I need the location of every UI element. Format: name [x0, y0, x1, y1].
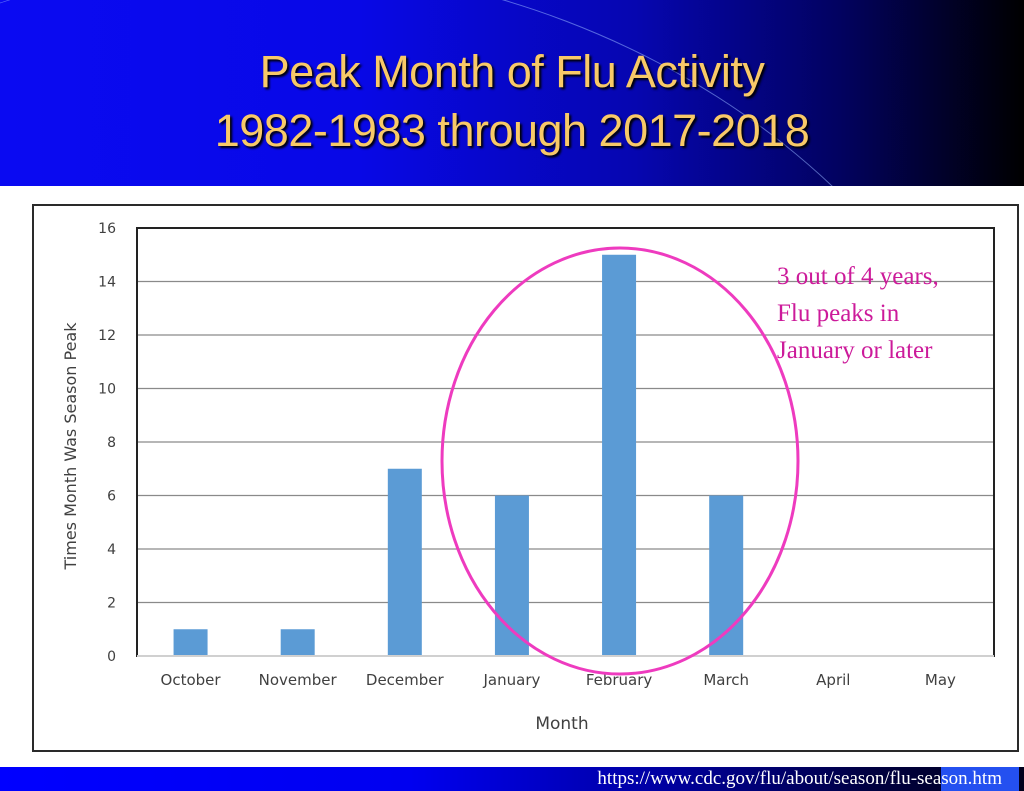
- y-tick-label: 4: [107, 542, 116, 558]
- annotation-line: Flu peaks in: [777, 300, 900, 327]
- x-tick-label: October: [161, 671, 222, 689]
- y-tick-label: 0: [107, 649, 116, 665]
- annotation-line: January or later: [777, 337, 933, 364]
- bar-november: [280, 629, 315, 656]
- x-tick-label: May: [925, 671, 956, 689]
- y-tick-label: 12: [98, 328, 116, 344]
- y-tick-label: 16: [98, 221, 116, 237]
- x-tick-label: April: [816, 671, 850, 689]
- slide-header: Peak Month of Flu Activity 1982-1983 thr…: [0, 0, 1024, 186]
- x-axis-labels: October November December January February Ma…: [161, 671, 957, 689]
- y-axis-title: Times Month Was Season Peak: [61, 322, 80, 571]
- slide-title-line1: Peak Month of Flu Activity: [259, 46, 765, 97]
- x-axis-title: Month: [535, 714, 588, 734]
- chart-frame: [32, 204, 1019, 752]
- source-link[interactable]: https://www.cdc.gov/flu/about/season/flu…: [597, 768, 1002, 789]
- y-tick-label: 6: [107, 489, 116, 505]
- slide-footer: https://www.cdc.gov/flu/about/season/flu…: [0, 767, 1024, 791]
- y-tick-label: 2: [107, 596, 116, 612]
- x-tick-label: November: [259, 671, 338, 689]
- annotation-line: 3 out of 4 years,: [777, 263, 939, 290]
- y-tick-label: 14: [98, 275, 116, 291]
- bar-march: [709, 495, 744, 656]
- slide-title-line2: 1982-1983 through 2017-2018: [214, 105, 810, 156]
- x-tick-label: January: [483, 671, 541, 689]
- y-tick-label: 8: [107, 435, 116, 451]
- gridlines: [137, 280, 994, 604]
- x-tick-label: February: [586, 671, 653, 689]
- annotation-text: 3 out of 4 years, Flu peaks in January o…: [777, 258, 939, 369]
- x-tick-label: December: [366, 671, 445, 689]
- bar-february: [602, 254, 637, 656]
- highlight-ellipse: [440, 246, 800, 676]
- x-tick-label: March: [703, 671, 749, 689]
- y-tick-label: 10: [98, 382, 116, 398]
- bar-october: [173, 629, 208, 656]
- bar-december: [387, 468, 422, 656]
- y-axis-ticks: 0 2 4 6 8 10 12 14 16: [98, 221, 116, 665]
- bars: [173, 254, 744, 656]
- selection-highlight: [941, 767, 1019, 791]
